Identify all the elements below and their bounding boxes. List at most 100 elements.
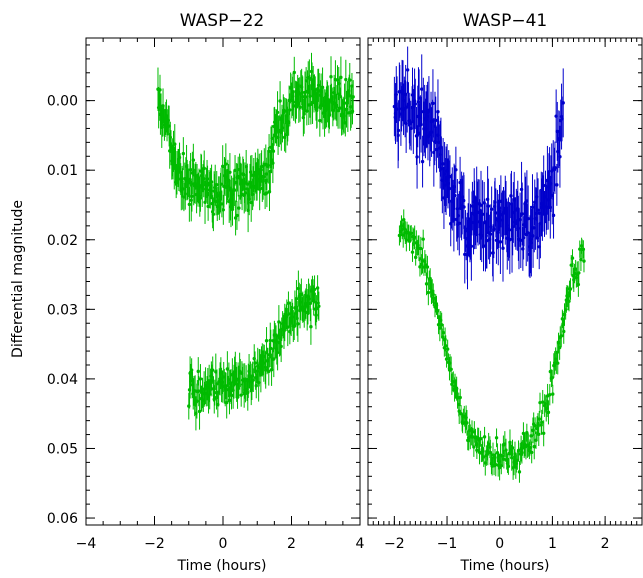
x-tick-label: −1: [437, 536, 458, 552]
data-point: [270, 136, 274, 141]
data-point: [296, 322, 300, 326]
data-point: [277, 320, 281, 324]
data-point: [198, 377, 203, 381]
data-point: [228, 170, 232, 174]
data-point: [348, 78, 352, 82]
data-point: [409, 231, 413, 235]
data-point: [568, 287, 573, 291]
data-point: [559, 334, 563, 338]
data-point: [227, 398, 232, 403]
data-point: [577, 271, 581, 275]
data-point: [453, 193, 457, 198]
y-tick-label: 0.02: [47, 233, 78, 249]
data-point: [470, 427, 474, 432]
data-point: [530, 205, 535, 209]
data-point: [510, 456, 514, 460]
data-point: [558, 155, 562, 159]
data-point: [338, 106, 342, 110]
panel-wasp-22: WASP−22 −4 −2 0 2 4 0.00 0.01 0.02 0.03 0.04 0.05 0…: [47, 11, 365, 574]
data-point: [421, 237, 425, 241]
data-point: [197, 409, 202, 414]
data-point: [484, 234, 488, 238]
data-point: [434, 118, 438, 123]
data-point: [502, 457, 506, 461]
data-point: [259, 168, 263, 172]
data-point: [510, 446, 515, 450]
data-point: [404, 238, 409, 242]
series-2: [187, 270, 321, 431]
data-point: [173, 142, 177, 146]
x-tick-label: 0: [495, 536, 504, 552]
data-series-wasp-41: [392, 46, 586, 483]
data-point: [513, 452, 517, 456]
data-point: [254, 384, 258, 388]
data-point: [305, 109, 309, 113]
data-point: [237, 206, 241, 210]
data-point: [536, 208, 540, 212]
data-point: [495, 451, 500, 455]
data-point: [232, 188, 237, 192]
data-point: [431, 292, 435, 297]
data-point: [541, 431, 546, 435]
data-point: [309, 324, 313, 329]
data-point: [426, 290, 431, 295]
data-point: [553, 166, 557, 170]
data-point: [528, 445, 532, 450]
data-point: [431, 101, 435, 106]
data-point: [556, 361, 560, 365]
data-point: [482, 435, 487, 439]
data-point: [517, 470, 522, 474]
data-point: [284, 133, 288, 137]
data-point: [441, 162, 445, 166]
data-point: [187, 202, 192, 207]
data-point: [188, 168, 193, 172]
data-point: [413, 102, 417, 106]
data-point: [316, 83, 321, 88]
data-point: [235, 213, 239, 218]
data-point: [480, 212, 485, 216]
x-tick-label: −2: [384, 536, 405, 552]
data-point: [551, 213, 556, 218]
data-point: [479, 203, 483, 207]
data-point: [435, 309, 440, 313]
data-point: [582, 259, 586, 263]
data-point: [538, 400, 542, 405]
data-point: [526, 216, 530, 221]
x-tick-label: 0: [219, 536, 228, 552]
data-point: [316, 301, 320, 305]
data-point: [561, 101, 565, 105]
data-point: [567, 299, 571, 303]
data-point: [209, 180, 214, 184]
data-point: [579, 244, 584, 248]
data-point: [548, 205, 552, 210]
data-point: [292, 70, 296, 75]
y-tick-label: 0.04: [47, 372, 78, 388]
y-axis-label: Differential magnitude: [10, 200, 26, 358]
data-point: [256, 380, 261, 385]
data-point: [562, 329, 566, 334]
data-point: [551, 392, 555, 396]
data-point: [520, 212, 524, 216]
x-axis-label-wasp-22: Time (hours): [177, 558, 267, 574]
data-point: [496, 230, 500, 235]
data-point: [509, 194, 513, 198]
data-point: [494, 436, 499, 440]
data-point: [220, 202, 224, 206]
data-point: [425, 265, 430, 269]
data-point: [444, 344, 448, 348]
data-point: [500, 454, 505, 458]
data-point: [342, 101, 347, 105]
data-point: [279, 344, 283, 349]
data-point: [454, 168, 458, 172]
data-point: [465, 421, 469, 425]
data-point: [246, 390, 250, 395]
data-point: [537, 432, 541, 437]
data-point: [215, 382, 219, 386]
data-point: [449, 367, 453, 371]
data-point: [219, 182, 223, 186]
y-tick-label: 0.05: [47, 441, 78, 457]
data-point: [183, 192, 187, 196]
data-point: [309, 69, 314, 74]
data-point: [546, 410, 551, 415]
